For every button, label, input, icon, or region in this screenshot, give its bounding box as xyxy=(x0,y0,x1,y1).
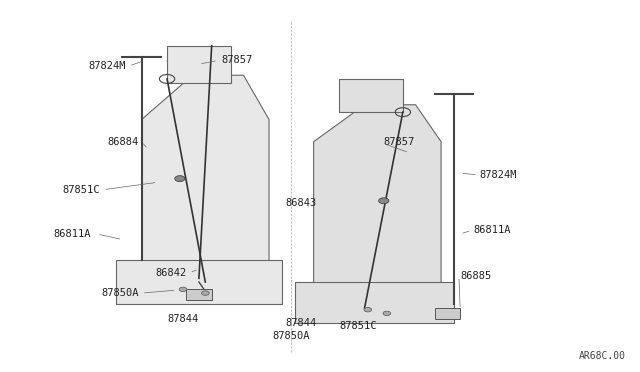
Text: 87824M: 87824M xyxy=(479,170,517,180)
Circle shape xyxy=(175,176,185,182)
Circle shape xyxy=(179,287,187,292)
Circle shape xyxy=(379,198,389,204)
Polygon shape xyxy=(116,260,282,304)
Text: 87844: 87844 xyxy=(285,318,316,328)
Text: 87851C: 87851C xyxy=(339,321,376,331)
Circle shape xyxy=(383,311,391,315)
Polygon shape xyxy=(167,46,231,83)
Text: AR68C.00: AR68C.00 xyxy=(579,351,626,361)
Text: 87824M: 87824M xyxy=(88,61,125,71)
Polygon shape xyxy=(294,282,454,323)
Text: 86884: 86884 xyxy=(107,137,138,147)
Text: 87857: 87857 xyxy=(221,55,253,65)
Text: 86842: 86842 xyxy=(155,268,186,278)
Text: 87844: 87844 xyxy=(168,314,198,324)
Polygon shape xyxy=(339,79,403,112)
Bar xyxy=(186,289,212,301)
Text: 86811A: 86811A xyxy=(473,225,511,235)
Polygon shape xyxy=(314,105,441,289)
Text: 86885: 86885 xyxy=(460,272,492,282)
Polygon shape xyxy=(141,75,269,267)
Bar xyxy=(435,308,460,319)
Text: 87857: 87857 xyxy=(384,137,415,147)
Circle shape xyxy=(364,308,372,312)
Text: 86811A: 86811A xyxy=(53,229,91,239)
Circle shape xyxy=(202,291,209,295)
Text: 86843: 86843 xyxy=(285,198,316,208)
Text: 87851C: 87851C xyxy=(63,185,100,195)
Text: 87850A: 87850A xyxy=(273,331,310,340)
Text: 87850A: 87850A xyxy=(101,288,138,298)
